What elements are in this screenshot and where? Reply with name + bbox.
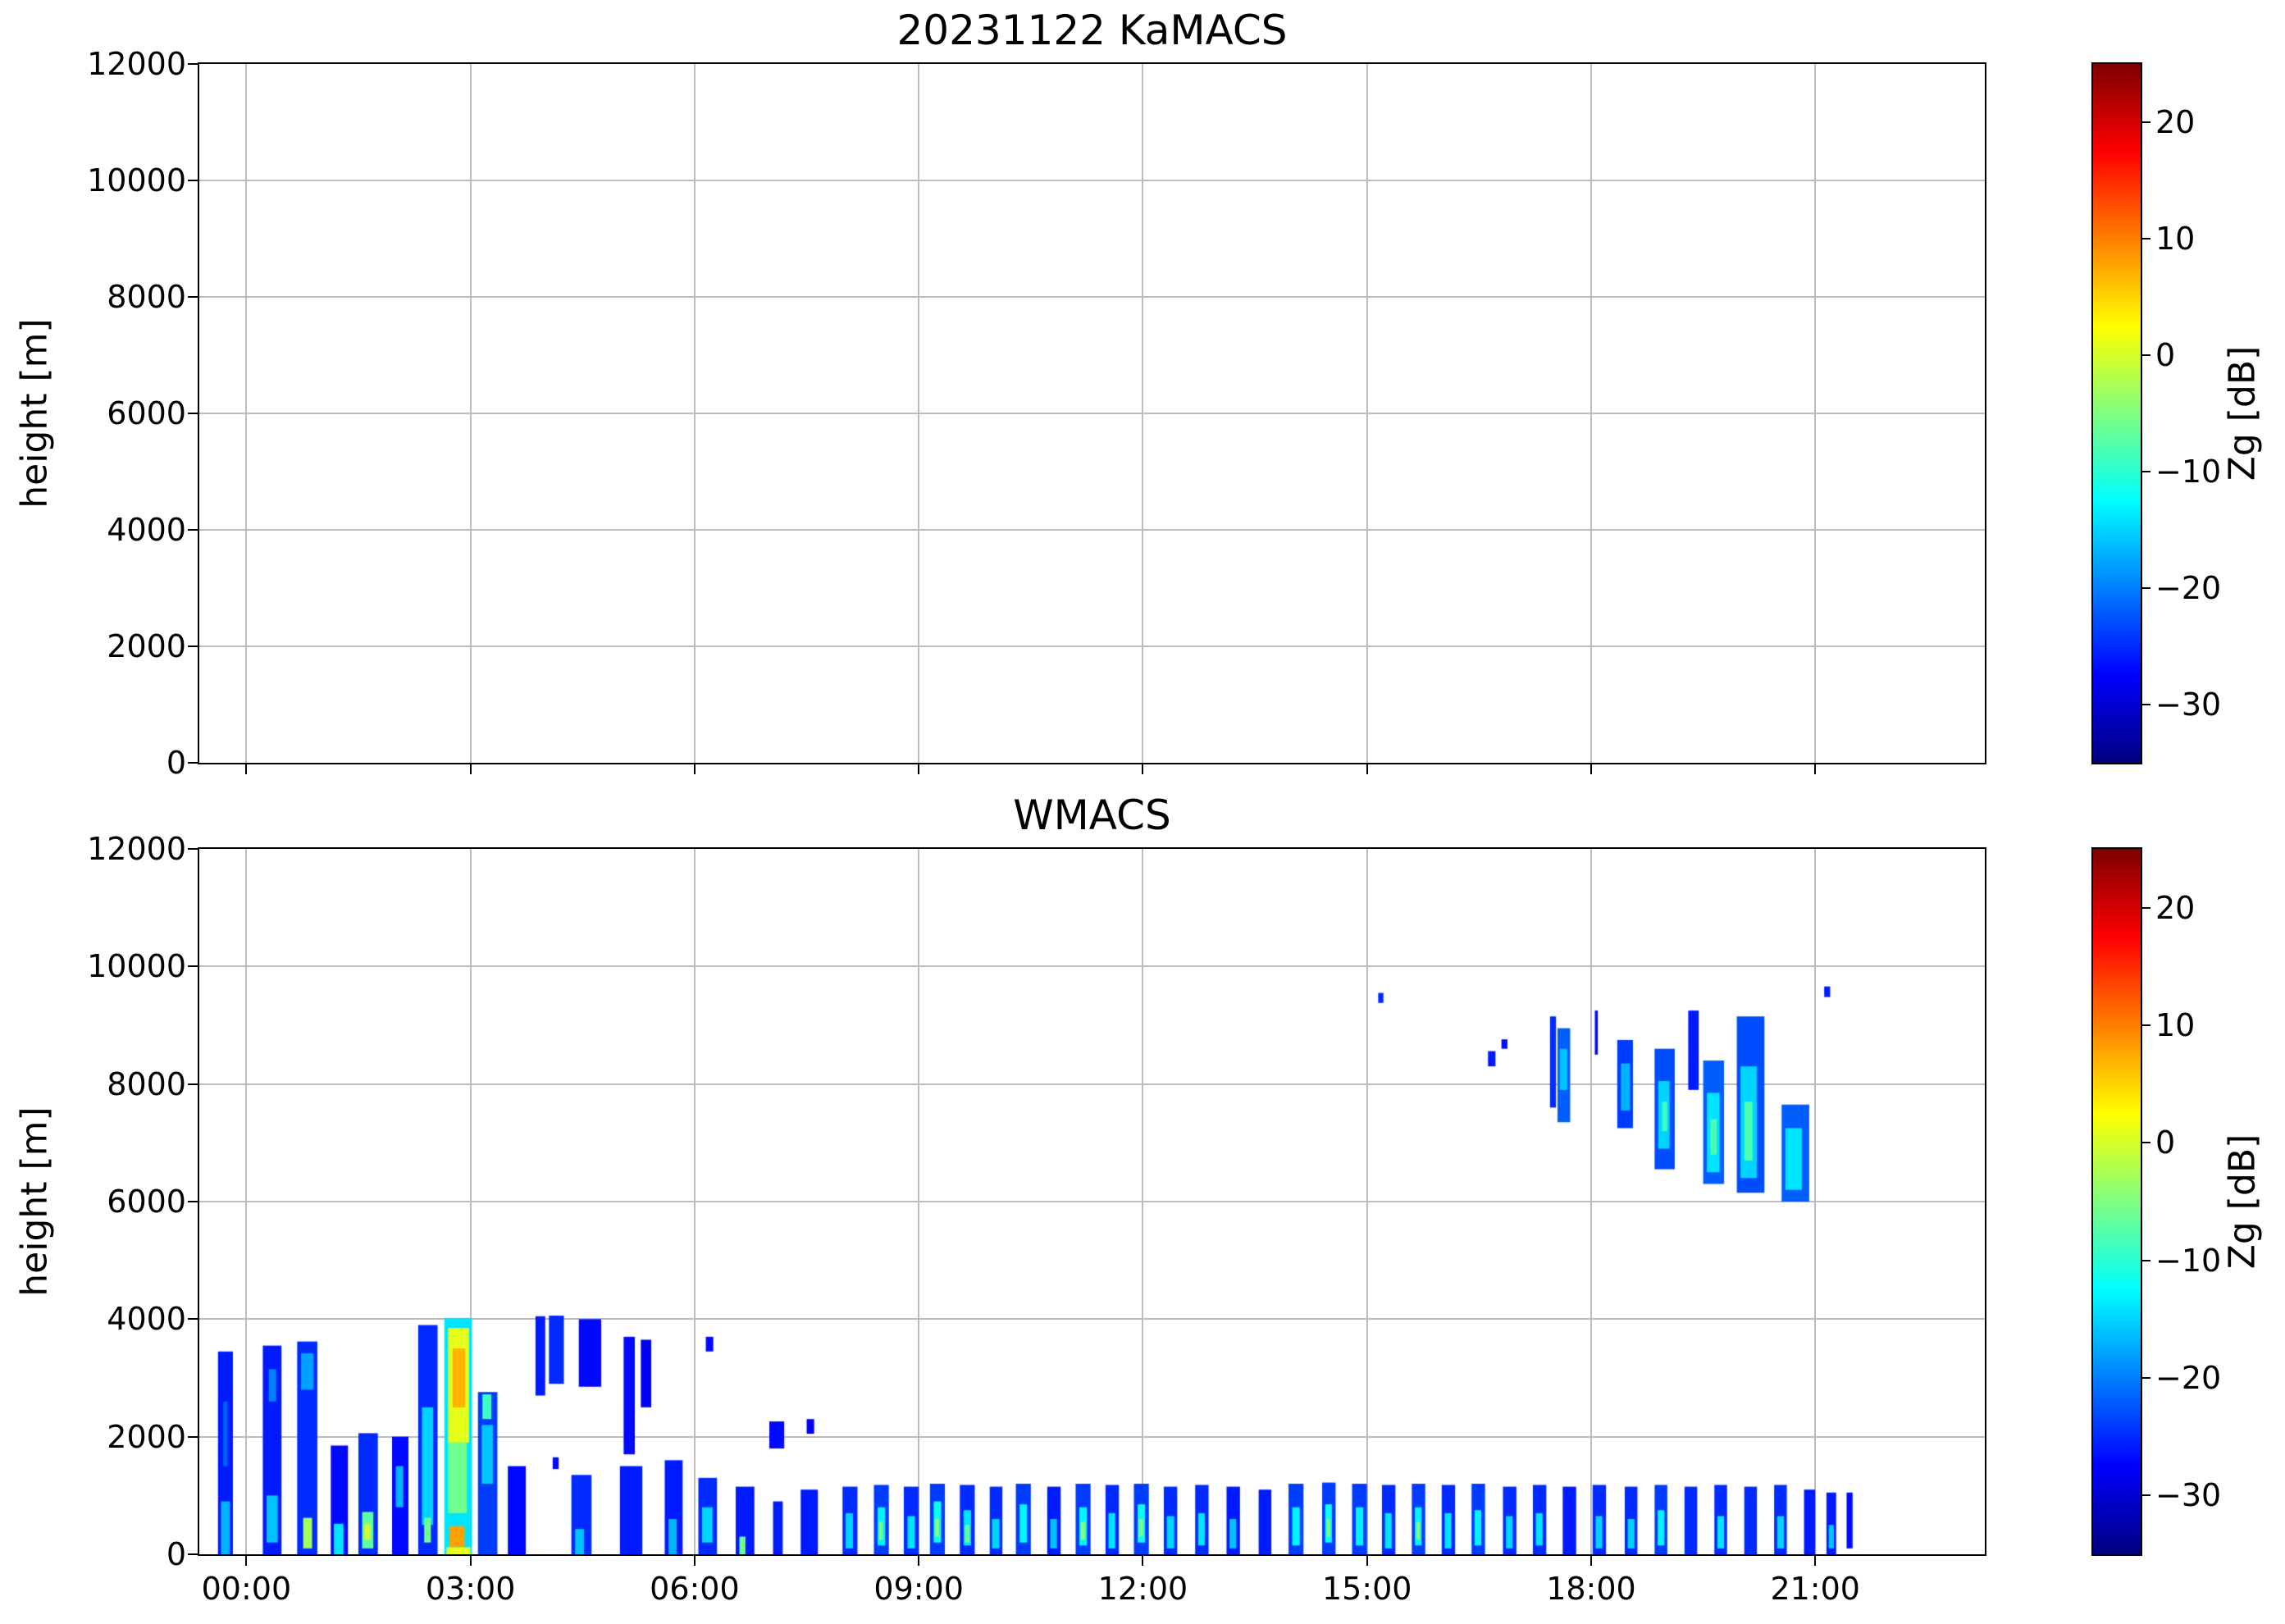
- colorbar-gradient-wmacs: [2093, 849, 2141, 1554]
- y-tick-label: 10000: [87, 948, 186, 985]
- colorbar-tick-label: −10: [2155, 1242, 2222, 1279]
- y-tick-label: 0: [166, 745, 186, 781]
- x-tick-mark: [918, 763, 920, 774]
- y-tick-label: 12000: [87, 831, 186, 867]
- y-tick-mark: [188, 1435, 199, 1438]
- x-tick-label: 03:00: [425, 1571, 516, 1607]
- panel-title-kamacs: 20231122 KaMACS: [896, 7, 1288, 54]
- y-tick-label: 10000: [87, 162, 186, 198]
- y-tick-mark: [188, 1318, 199, 1321]
- colorbar-tick-label: 10: [2155, 1007, 2196, 1043]
- x-tick-label: 12:00: [1097, 1571, 1188, 1607]
- x-tick-label: 15:00: [1321, 1571, 1412, 1607]
- colorbar-tick-label: −30: [2155, 687, 2222, 723]
- y-tick-label: 12000: [87, 46, 186, 82]
- x-tick-label: 06:00: [650, 1571, 740, 1607]
- x-tick-mark: [469, 763, 472, 774]
- colorbar-tick-mark: [2141, 471, 2150, 472]
- x-tick-mark: [693, 1554, 696, 1566]
- y-tick-mark: [188, 848, 199, 850]
- x-tick-label: 21:00: [1770, 1571, 1860, 1607]
- y-tick-label: 4000: [107, 1301, 186, 1338]
- panel-title-wmacs: WMACS: [1013, 791, 1171, 839]
- y-tick-label: 2000: [107, 1418, 186, 1455]
- x-tick-mark: [245, 763, 248, 774]
- x-tick-mark: [1366, 1554, 1368, 1566]
- colorbar-tick-mark: [2141, 1377, 2150, 1379]
- y-tick-mark: [188, 63, 199, 65]
- y-axis-label-wmacs: height [m]: [13, 1106, 56, 1297]
- x-tick-mark: [245, 1554, 248, 1566]
- kamacs-data-canvas: [199, 64, 1985, 763]
- y-tick-mark: [188, 645, 199, 647]
- colorbar-tick-label: 10: [2155, 221, 2196, 257]
- y-tick-label: 6000: [107, 395, 186, 431]
- colorbar-tick-mark: [2141, 121, 2150, 123]
- y-tick-label: 8000: [107, 1065, 186, 1102]
- y-tick-label: 4000: [107, 512, 186, 548]
- y-tick-mark: [188, 762, 199, 764]
- y-tick-mark: [188, 413, 199, 414]
- x-tick-label: 00:00: [201, 1571, 292, 1607]
- colorbar-tick-mark: [2141, 704, 2150, 705]
- colorbar-tick-label: 0: [2155, 1124, 2176, 1161]
- plot-area-wmacs: [198, 847, 1986, 1556]
- x-tick-mark: [1589, 763, 1592, 774]
- colorbar-tick-label: 20: [2155, 104, 2196, 140]
- x-tick-mark: [918, 1554, 920, 1566]
- y-tick-label: 8000: [107, 279, 186, 315]
- wmacs-data-canvas: [199, 849, 1985, 1554]
- colorbar-wmacs: [2091, 847, 2142, 1556]
- x-tick-mark: [1366, 763, 1368, 774]
- x-tick-label: 09:00: [873, 1571, 964, 1607]
- colorbar-tick-label: −30: [2155, 1477, 2222, 1514]
- x-tick-mark: [1142, 1554, 1144, 1566]
- colorbar-tick-mark: [2141, 1142, 2150, 1144]
- x-tick-mark: [1814, 1554, 1817, 1566]
- y-tick-mark: [188, 296, 199, 298]
- y-tick-mark: [188, 1083, 199, 1085]
- colorbar-tick-mark: [2141, 1494, 2150, 1497]
- colorbar-tick-label: −10: [2155, 454, 2222, 490]
- x-tick-mark: [1589, 1554, 1592, 1566]
- colorbar-tick-label: −20: [2155, 570, 2222, 606]
- plot-area-kamacs: [198, 62, 1986, 764]
- y-tick-label: 2000: [107, 628, 186, 664]
- colorbar-kamacs: [2091, 62, 2142, 764]
- y-tick-mark: [188, 180, 199, 181]
- y-tick-label: 6000: [107, 1184, 186, 1220]
- colorbar-tick-mark: [2141, 1259, 2150, 1261]
- x-tick-mark: [469, 1554, 472, 1566]
- colorbar-tick-mark: [2141, 906, 2150, 909]
- x-tick-mark: [1814, 763, 1817, 774]
- colorbar-tick-label: −20: [2155, 1360, 2222, 1396]
- y-axis-label-kamacs: height [m]: [13, 318, 56, 509]
- colorbar-tick-label: 0: [2155, 337, 2176, 373]
- y-tick-mark: [188, 529, 199, 531]
- x-tick-label: 18:00: [1546, 1571, 1636, 1607]
- x-tick-mark: [693, 763, 696, 774]
- colorbar-tick-label: 20: [2155, 889, 2196, 926]
- y-tick-mark: [188, 965, 199, 968]
- y-tick-mark: [188, 1553, 199, 1555]
- y-tick-mark: [188, 1201, 199, 1202]
- colorbar-gradient-kamacs: [2093, 64, 2141, 763]
- colorbar-tick-mark: [2141, 238, 2150, 239]
- y-tick-label: 0: [166, 1536, 186, 1572]
- colorbar-tick-mark: [2141, 354, 2150, 356]
- colorbar-tick-mark: [2141, 587, 2150, 589]
- colorbar-tick-mark: [2141, 1024, 2150, 1026]
- x-tick-mark: [1142, 763, 1144, 774]
